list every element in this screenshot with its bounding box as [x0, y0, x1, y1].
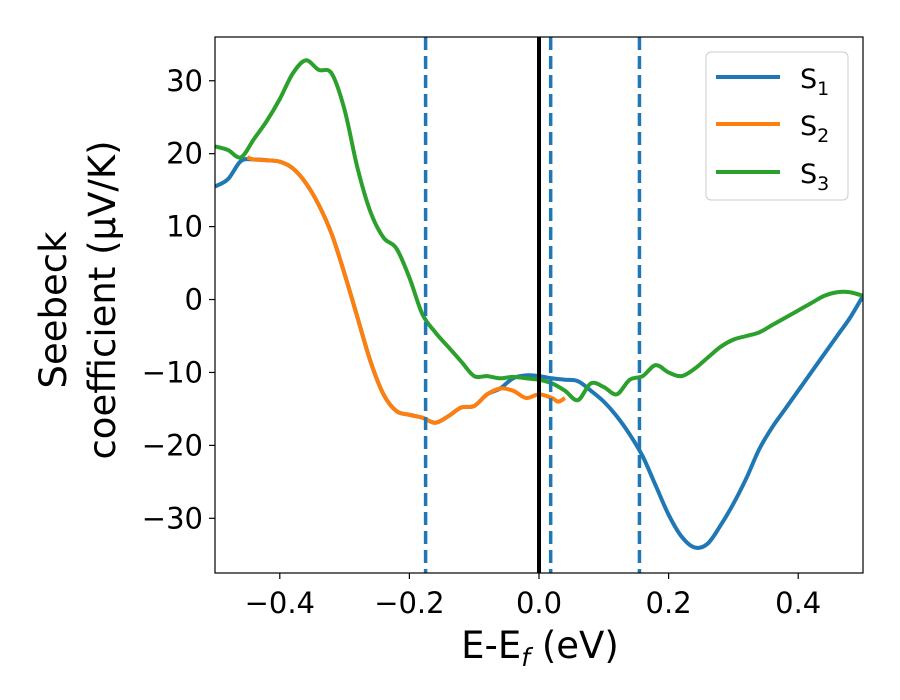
x-tick-label: 0.0	[516, 586, 562, 620]
y-axis-title-line2: coefficient (μV/K)	[81, 140, 124, 459]
y-tick-label: 20	[166, 137, 203, 171]
y-tick-label: 30	[166, 64, 203, 98]
x-tick-label: −0.2	[374, 586, 444, 620]
y-axis-title: Seebeck coefficient (μV/K)	[32, 140, 124, 459]
x-tick-label: 0.2	[646, 586, 692, 620]
x-tick-label: 0.4	[775, 586, 821, 620]
series-line-2	[246, 155, 567, 425]
reference-lines	[423, 37, 642, 573]
legend: S1 S2 S3	[705, 51, 849, 201]
y-tick-label: −30	[142, 501, 203, 535]
y-tick-label: 10	[166, 210, 203, 244]
y-tick-label: −20	[142, 428, 203, 462]
x-axis: −0.4 −0.2 0.0 0.2 0.4	[245, 573, 821, 620]
y-tick-label: −10	[142, 355, 203, 389]
y-axis-title-line1: Seebeck	[32, 231, 75, 389]
x-axis-title: E-Ef (eV)	[461, 624, 619, 672]
y-axis: 30 20 10 0 −10 −20 −30	[142, 64, 215, 535]
x-tick-label: −0.4	[245, 586, 315, 620]
y-tick-label: 0	[185, 283, 203, 317]
